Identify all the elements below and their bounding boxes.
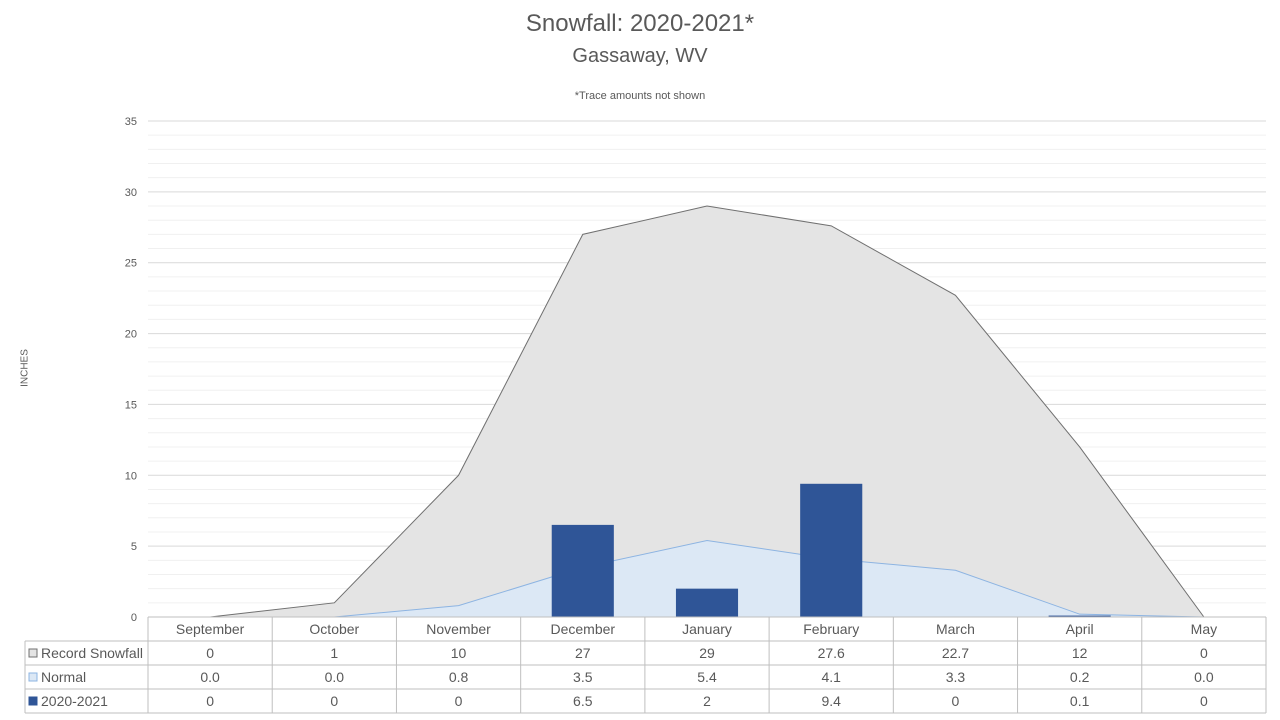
table-cell: 0 [330,693,338,709]
y-tick-label: 5 [131,541,137,553]
area-line-1 [210,539,1204,618]
table-cell: 0 [1200,693,1208,709]
category-label: February [803,621,859,637]
chart-subtitle: Gassaway, WV [572,45,708,67]
legend-swatch [28,648,38,658]
bar [675,588,739,617]
table-cell: 0.1 [1070,693,1090,709]
table-cell: 5.4 [697,669,717,685]
table-cell: 3.3 [946,669,966,685]
y-tick-label: 15 [125,399,137,411]
y-tick-label: 0 [131,612,137,624]
table-cell: 0.2 [1070,669,1090,685]
area-layer [210,205,1205,618]
category-label: September [176,621,245,637]
table-cell: 4.1 [821,669,841,685]
table-cell: 0 [206,693,214,709]
series-name: Record Snowfall [41,645,143,661]
table-cell: 0.0 [325,669,345,685]
table-cell: 0 [455,693,463,709]
table-cell: 29 [699,645,715,661]
category-label: October [309,621,359,637]
table-cell: 0.0 [200,669,220,685]
table-cell: 0.0 [1194,669,1214,685]
table-cell: 22.7 [942,645,969,661]
y-tick-label: 25 [125,258,137,270]
category-label: November [426,621,491,637]
table-cell: 0 [952,693,960,709]
category-label: March [936,621,975,637]
series-name: Normal [41,669,86,685]
y-tick-label: 35 [125,116,137,128]
bar-layer [551,483,1111,617]
category-label: May [1191,621,1217,637]
axis-layer: 0 5 10 15 20 25 30 35 [125,116,137,624]
data-table: September October November December January F… [24,616,1267,714]
table-cell: 2 [703,693,711,709]
y-tick-label: 30 [125,187,137,199]
legend-swatch [28,672,38,682]
table-cell: 0 [206,645,214,661]
chart-note: *Trace amounts not shown [574,90,706,102]
chart-title: Snowfall: 2020-2021* [525,10,755,37]
area-1 [210,540,1204,617]
bar [1048,615,1111,617]
area-line-0 [210,205,1205,618]
table-cell: 12 [1072,645,1088,661]
table-cell: 27 [575,645,591,661]
y-tick-label: 20 [125,329,137,341]
y-tick-label: 10 [125,470,137,482]
table-cell: 9.4 [821,693,841,709]
table-cell: 6.5 [573,693,593,709]
category-label: April [1066,621,1094,637]
table-cell: 0.8 [449,669,469,685]
table-cell: 1 [330,645,338,661]
table-cell: 27.6 [818,645,845,661]
table-cell: 10 [451,645,467,661]
bar [800,483,863,617]
bar [551,524,614,617]
series-name: 2020-2021 [41,693,108,709]
category-label: December [550,621,615,637]
table-cell: 0 [1200,645,1208,661]
category-label: January [682,621,732,637]
area-0 [210,206,1204,617]
table-cell: 3.5 [573,669,593,685]
legend-swatch [28,696,38,706]
